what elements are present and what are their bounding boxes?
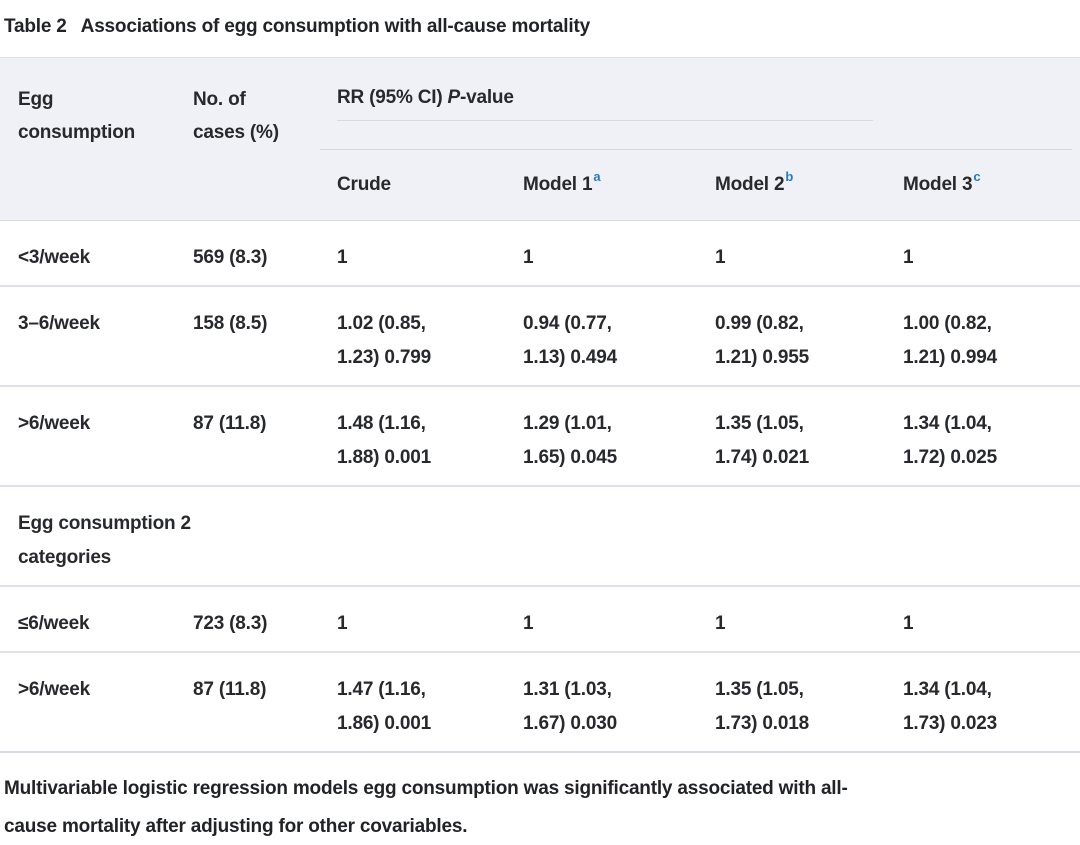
cases-cell: 87 (11.8)	[175, 385, 319, 486]
rr-crude-cell: 1.02 (0.85, 1.23) 0.799	[319, 285, 505, 386]
rr-model2-cell: 1	[697, 585, 885, 652]
category-cell: >6/week	[0, 651, 175, 753]
cases-cell: 87 (11.8)	[175, 651, 319, 753]
header-rr-group: RR (95% CI) P-value	[319, 57, 1080, 150]
header-no-of-cases: No. of cases (%)	[175, 57, 319, 221]
group-underline-rule	[337, 120, 873, 121]
category-cell: <3/week	[18, 247, 91, 268]
table-header: Egg consumption No. of cases (%) RR (95%…	[0, 57, 1080, 221]
rr-model2-cell: 1	[715, 247, 726, 268]
header-egg-consumption: Egg consumption	[0, 57, 175, 221]
rr-model2-cell: 1.35 (1.05, 1.74) 0.021	[697, 385, 885, 486]
table-body: <3/week 569 (8.3) 1 1 1 1 3–6/week 158 (…	[0, 221, 1080, 753]
rr-model2-cell: 1.35 (1.05, 1.73) 0.018	[697, 651, 885, 753]
table-caption: Table 2 Associations of egg consumption w…	[0, 0, 1080, 41]
table-row: >6/week 87 (11.8) 1.48 (1.16, 1.88) 0.00…	[0, 385, 1080, 486]
cases-cell: 723 (8.3)	[175, 585, 319, 652]
table-row: ≤6/week 723 (8.3) 1 1 1 1	[0, 585, 1080, 652]
section-header-label: Egg consumption 2 categories	[0, 485, 1080, 586]
table-row: <3/week 569 (8.3) 1 1 1 1	[0, 221, 1080, 287]
header-model-2: Model 2b	[697, 149, 885, 221]
category-cell: >6/week	[0, 385, 175, 486]
table-row: 3–6/week 158 (8.5) 1.02 (0.85, 1.23) 0.7…	[0, 285, 1080, 386]
rr-model3-cell: 1.34 (1.04, 1.73) 0.023	[885, 651, 1080, 753]
footnote-marker-c: c	[973, 168, 981, 184]
table-footnote: Multivariable logistic regression models…	[4, 778, 848, 837]
p-value-suffix: -value	[459, 87, 514, 108]
header-model-1: Model 1a	[505, 149, 697, 221]
cases-cell: 158 (8.5)	[175, 285, 319, 386]
rr-model3-cell: 1.34 (1.04, 1.72) 0.025	[885, 385, 1080, 486]
header-crude: Crude	[319, 149, 505, 221]
rr-crude-cell: 1	[337, 247, 348, 268]
rr-crude-cell: 1.48 (1.16, 1.88) 0.001	[319, 385, 505, 486]
header-model-3: Model 3c	[885, 149, 1080, 221]
p-value-italic: P	[447, 87, 460, 108]
section-header-row: Egg consumption 2 categories	[0, 485, 1080, 586]
rr-model3-cell: 1.00 (0.82, 1.21) 0.994	[885, 285, 1080, 386]
rr-crude-cell: 1.47 (1.16, 1.86) 0.001	[319, 651, 505, 753]
cases-cell: 569 (8.3)	[193, 247, 268, 268]
rr-model1-cell: 1	[505, 585, 697, 652]
rr-model1-cell: 0.94 (0.77, 1.13) 0.494	[505, 285, 697, 386]
table-row: >6/week 87 (11.8) 1.47 (1.16, 1.86) 0.00…	[0, 651, 1080, 753]
group-bottom-rule	[320, 148, 1072, 150]
rr-model1-cell: 1.29 (1.01, 1.65) 0.045	[505, 385, 697, 486]
rr-model3-cell: 1	[903, 247, 914, 268]
rr-model2-cell: 0.99 (0.82, 1.21) 0.955	[697, 285, 885, 386]
rr-ci-label: RR (95% CI)	[337, 87, 443, 108]
footnote-marker-b: b	[785, 168, 794, 184]
category-cell: ≤6/week	[0, 585, 175, 652]
table-title-text: Associations of egg consumption with all…	[80, 16, 590, 37]
egg-mortality-table: Egg consumption No. of cases (%) RR (95%…	[0, 57, 1080, 753]
rr-model1-cell: 1.31 (1.03, 1.67) 0.030	[505, 651, 697, 753]
table-number: Table 2	[4, 16, 67, 37]
footnote-marker-a: a	[593, 168, 601, 184]
rr-crude-cell: 1	[319, 585, 505, 652]
category-cell: 3–6/week	[0, 285, 175, 386]
rr-model1-cell: 1	[523, 247, 534, 268]
rr-model3-cell: 1	[885, 585, 1080, 652]
